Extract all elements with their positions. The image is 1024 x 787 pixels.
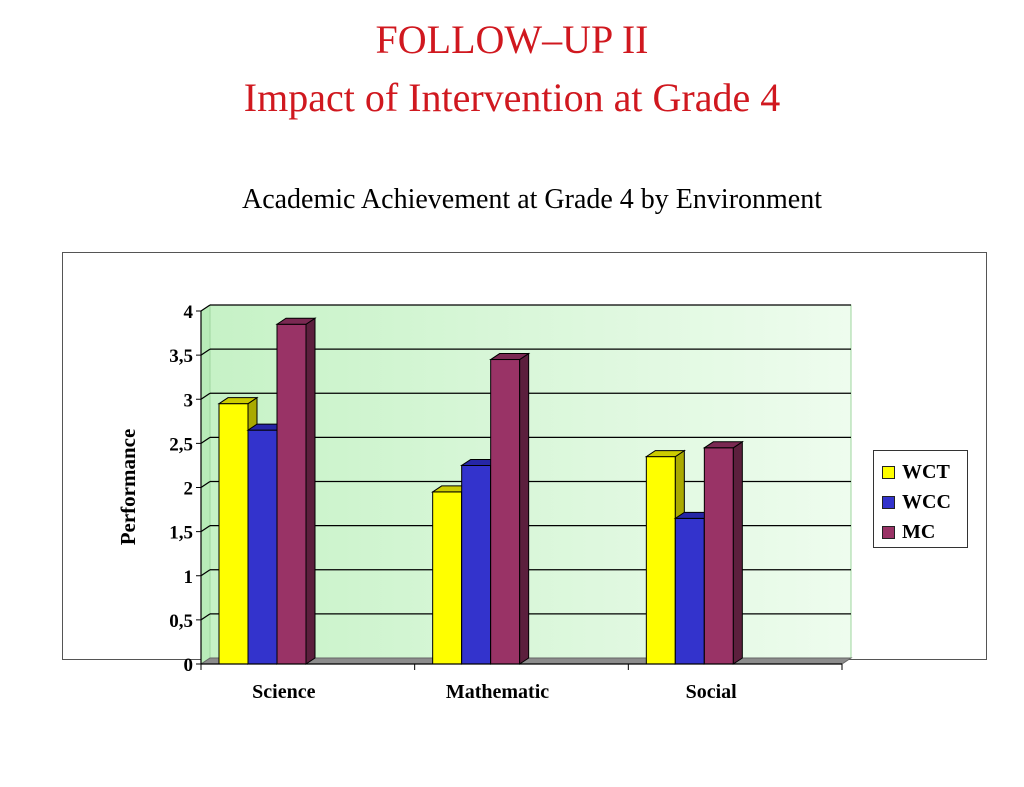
x-tick-label: Social (686, 681, 738, 703)
gridline-side (200, 392, 211, 400)
legend-item-wcc: WCC (882, 487, 967, 517)
y-tick-label: 4 (184, 302, 194, 323)
bar-mc-social (703, 447, 734, 665)
bar-top-mc-science (275, 317, 317, 325)
y-tick-label: 0,5 (169, 611, 193, 632)
bar-wct-mathematic (432, 491, 463, 665)
legend-label: WCC (902, 490, 951, 513)
y-tick-label: 0 (184, 655, 194, 676)
bar-side-mc-social (732, 440, 743, 665)
bar-mc-mathematic (490, 359, 521, 665)
bar-top-wct-social (644, 450, 686, 458)
chart-legend: WCT WCC MC (873, 450, 968, 548)
bar-wcc-science (247, 429, 278, 665)
bar-wcc-social (674, 517, 705, 665)
bar-mc-science (276, 323, 307, 665)
gridline-side (200, 304, 211, 312)
gridline-side (200, 613, 211, 621)
y-tick-label: 3 (184, 390, 194, 411)
slide-title-line-1: FOLLOW–UP II (375, 17, 649, 62)
bar-top-wct-science (217, 397, 259, 405)
x-tick-label: Science (252, 681, 315, 703)
y-tick-label: 2 (184, 479, 194, 500)
gridline-side (200, 348, 211, 356)
bar-top-mc-social (702, 441, 744, 449)
legend-item-wct: WCT (882, 457, 967, 487)
x-tick-label: Mathematic (446, 681, 549, 703)
legend-item-mc: MC (882, 517, 967, 547)
legend-label: MC (902, 520, 936, 543)
bar-wct-science (218, 403, 249, 665)
y-tick-label: 2,5 (169, 434, 193, 455)
legend-swatch (882, 495, 895, 509)
bar-top-mc-mathematic (489, 353, 531, 361)
gridline-side (200, 436, 211, 444)
bar-wcc-mathematic (461, 464, 492, 665)
bar-side-mc-mathematic (519, 352, 530, 665)
slide-title-line-2: Impact of Intervention at Grade 4 (243, 75, 781, 120)
y-axis-title: Performance (116, 429, 140, 546)
y-tick-label: 1,5 (169, 523, 193, 544)
gridline-side (200, 569, 211, 577)
chart-title: Academic Achievement at Grade 4 by Envir… (241, 184, 822, 215)
legend-swatch (882, 525, 895, 539)
gridline-side (200, 525, 211, 533)
bar-wct-social (645, 456, 676, 665)
legend-swatch (882, 465, 895, 479)
gridline-side (200, 481, 211, 488)
bar-side-mc-science (305, 317, 316, 665)
y-tick-label: 3,5 (169, 346, 193, 367)
y-tick-label: 1 (184, 567, 194, 588)
legend-label: WCT (902, 460, 950, 483)
